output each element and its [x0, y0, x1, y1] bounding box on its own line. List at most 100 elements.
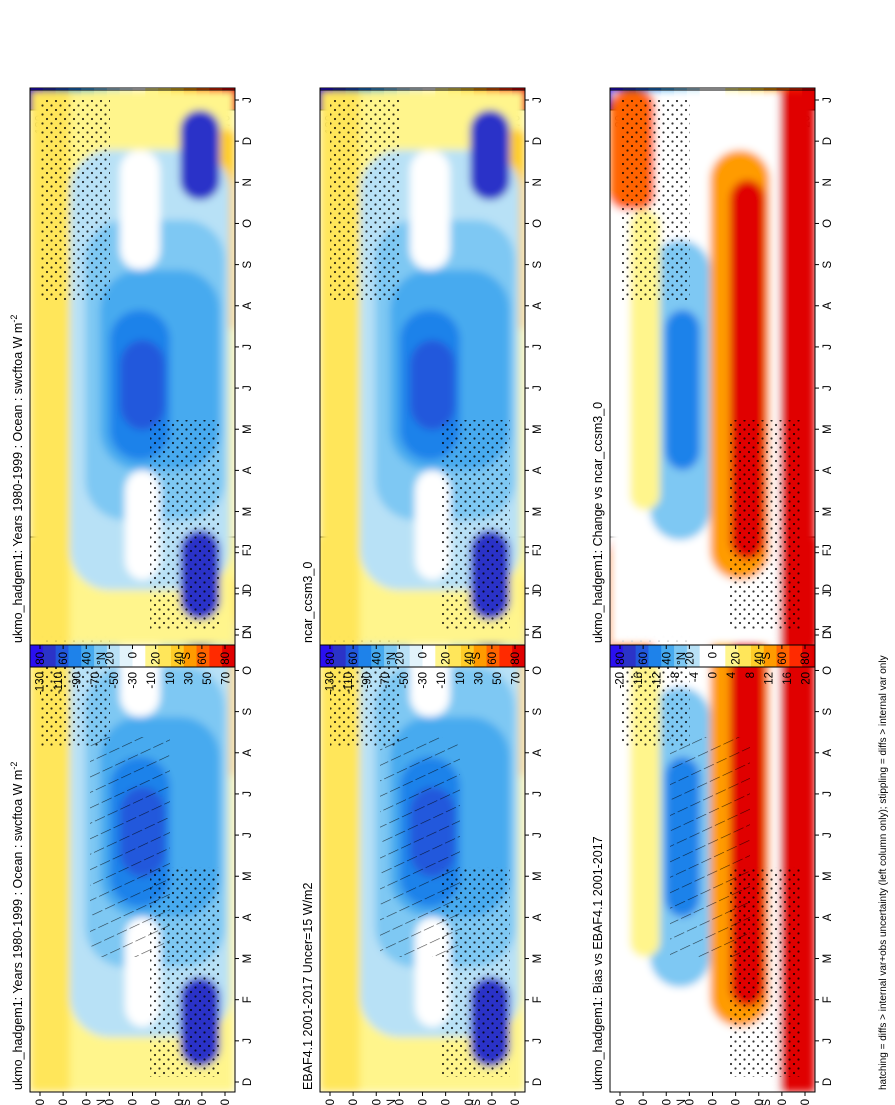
lat-axis: 80 60 40 20 0 20 40 60 80 °N °S	[325, 645, 522, 665]
heatmap-field	[29, 89, 236, 646]
colorbar-label: -10	[436, 672, 448, 689]
lat-tick-label: 20	[731, 1099, 743, 1105]
month-tick-label: D	[822, 584, 834, 592]
colorbar-swatch	[750, 645, 765, 667]
colorbar-swatch	[55, 645, 69, 667]
colorbar-label: 70	[221, 672, 233, 685]
lat-hemi-north: °N	[676, 652, 688, 665]
colorbar-label: 10	[455, 672, 467, 685]
colorbar-swatch	[222, 645, 236, 667]
month-tick-label: O	[242, 219, 254, 228]
month-tick-label: J	[242, 544, 254, 550]
colorbar-swatch	[712, 645, 726, 667]
footnote: hatching = diffs > internal var+obs unce…	[878, 655, 889, 1090]
month-tick-label: D	[242, 137, 254, 145]
colorbar-swatch	[622, 645, 637, 667]
month-tick-label: A	[822, 913, 834, 921]
month-tick-label: N	[242, 178, 254, 186]
colorbar-label: -12	[652, 672, 664, 689]
month-tick-label: A	[532, 913, 544, 921]
lat-tick-label: 40	[464, 652, 476, 665]
lat-tick-label: 40	[174, 652, 186, 665]
lat-tick-label: 0	[418, 652, 430, 658]
colorbar-swatch	[170, 645, 185, 667]
field-cell	[410, 150, 450, 270]
field-cell	[120, 340, 165, 430]
month-tick-label: S	[532, 707, 544, 715]
panel-title: ukmo_hadgem1: Change vs ncar_ccsm3_0	[591, 402, 605, 643]
colorbar-label: -110	[53, 672, 65, 694]
panel-title-superscript: -2	[9, 762, 19, 770]
month-tick-label: D	[242, 631, 254, 639]
colorbar: 70 50 30 10 -10 -30 -50 -70 -90 -110 -130	[29, 644, 236, 695]
month-tick-label: F	[242, 549, 254, 556]
lat-tick-label: 20	[684, 1099, 696, 1105]
month-tick-label: S	[822, 260, 834, 268]
colorbar-label: 10	[165, 672, 177, 685]
month-tick-label: M	[242, 507, 254, 517]
lat-tick-label: 80	[615, 1099, 627, 1105]
field-cell	[665, 310, 700, 470]
month-tick-label: J	[532, 97, 544, 103]
colorbar-swatch	[358, 645, 372, 667]
lat-tick-label: 60	[638, 652, 650, 665]
month-tick-label: A	[242, 466, 254, 474]
month-tick-label: J	[242, 591, 254, 597]
colorbar-swatch	[42, 645, 57, 667]
colorbar-swatch	[158, 645, 172, 667]
colorbar-label: 30	[473, 672, 485, 685]
colorbar-swatch	[145, 645, 159, 667]
month-tick-label: F	[822, 549, 834, 556]
colorbar-swatch	[499, 645, 513, 667]
colorbar-label: 0	[708, 672, 720, 678]
colorbar-label: -20	[614, 672, 626, 689]
lat-tick-label: 80	[615, 652, 627, 665]
lat-tick-label: 60	[487, 652, 499, 665]
hatch-region	[380, 737, 460, 957]
colorbar-label: -70	[90, 672, 102, 689]
colorbar-swatch	[396, 645, 411, 667]
month-tick-label: F	[242, 996, 254, 1003]
month-tick-label: D	[532, 631, 544, 639]
lat-hemi-north: °N	[96, 652, 108, 665]
month-tick-label: A	[822, 302, 834, 310]
lat-tick-label: 60	[58, 1099, 70, 1105]
lat-tick-label: 80	[325, 1099, 337, 1105]
month-tick-label: M	[822, 871, 834, 881]
month-tick-label: N	[532, 625, 544, 633]
lat-hemi-north: °N	[386, 652, 398, 665]
colorbar-swatch	[371, 645, 385, 667]
colorbar-label: -10	[146, 672, 158, 689]
month-tick-label: J	[822, 832, 834, 838]
colorbar-swatch	[473, 645, 488, 667]
month-tick-label: O	[822, 219, 834, 228]
lat-hemi-south: °S	[181, 652, 193, 665]
field-cell	[180, 110, 220, 200]
lat-tick-label: 80	[510, 1099, 522, 1105]
panel-title-superscript: -2	[9, 315, 19, 323]
month-tick-label: M	[242, 871, 254, 881]
colorbar-swatch	[460, 645, 475, 667]
lat-axis: 80 60 40 20 0 20 40 60 80 °N °S	[615, 645, 812, 665]
lat-tick-label: 0	[418, 1099, 430, 1105]
lat-tick-label: 60	[348, 1099, 360, 1105]
panel-title: ncar_ccsm3_0	[301, 562, 315, 643]
colorbar-swatch	[738, 645, 752, 667]
colorbar: 70 50 30 10 -10 -30 -50 -70 -90 -110 -130	[319, 644, 526, 695]
colorbar-swatch	[763, 645, 778, 667]
month-tick-label: J	[242, 97, 254, 103]
lat-tick-label: 40	[371, 652, 383, 665]
month-tick-label: S	[242, 260, 254, 268]
colorbar-swatch	[196, 645, 210, 667]
lat-tick-label: 40	[754, 1099, 766, 1105]
lat-tick-label: 40	[661, 1099, 673, 1105]
colorbar-label: 16	[782, 672, 794, 685]
month-tick-label: M	[822, 507, 834, 517]
lat-tick-label: 80	[800, 652, 812, 665]
field-cell	[410, 340, 455, 430]
panel-title: ukmo_hadgem1: Years 1980-1999 : Ocean : …	[9, 315, 25, 643]
colorbar-label: -90	[362, 672, 374, 689]
